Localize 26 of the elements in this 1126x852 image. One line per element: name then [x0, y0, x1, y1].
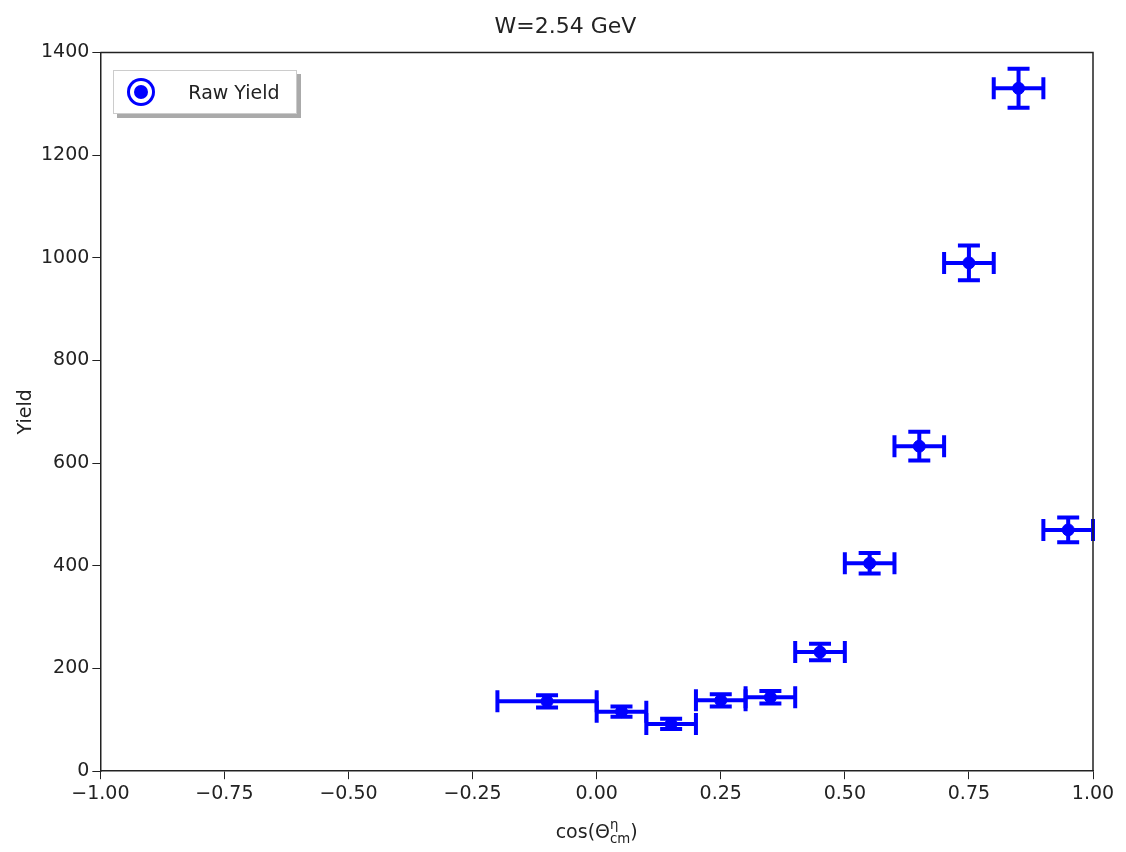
point — [912, 439, 926, 453]
y-tick-label: 0 — [77, 758, 90, 781]
y-tick-label: 800 — [53, 347, 90, 370]
y-tick-label: 400 — [53, 552, 90, 575]
y-tick-label: 600 — [53, 450, 90, 473]
x-tick-label: −0.25 — [443, 780, 502, 803]
point — [962, 256, 976, 270]
x-tick-label: 0.50 — [823, 780, 866, 803]
x-tick-label: 0.25 — [699, 780, 742, 803]
x-tick-label: 0.75 — [947, 780, 991, 803]
x-tick-label: −0.50 — [319, 780, 378, 803]
y-tick-label: 1000 — [40, 244, 90, 267]
y-tick-label: 200 — [53, 655, 90, 678]
y-tick-label: 1400 — [40, 39, 90, 62]
chart-title: W=2.54 GeV — [494, 12, 637, 38]
point — [813, 645, 827, 659]
x-tick-label: 0.00 — [575, 780, 618, 803]
y-axis-title: Yield — [12, 389, 35, 436]
legend-label: Raw Yield — [188, 81, 280, 104]
x-tick-label: 1.00 — [1071, 780, 1115, 803]
x-tick-label: −0.75 — [195, 780, 254, 803]
point — [1012, 81, 1026, 95]
point — [1061, 523, 1075, 537]
point — [863, 556, 877, 570]
y-tick-label: 1200 — [40, 142, 90, 165]
x-tick-label: −1.00 — [71, 780, 130, 803]
